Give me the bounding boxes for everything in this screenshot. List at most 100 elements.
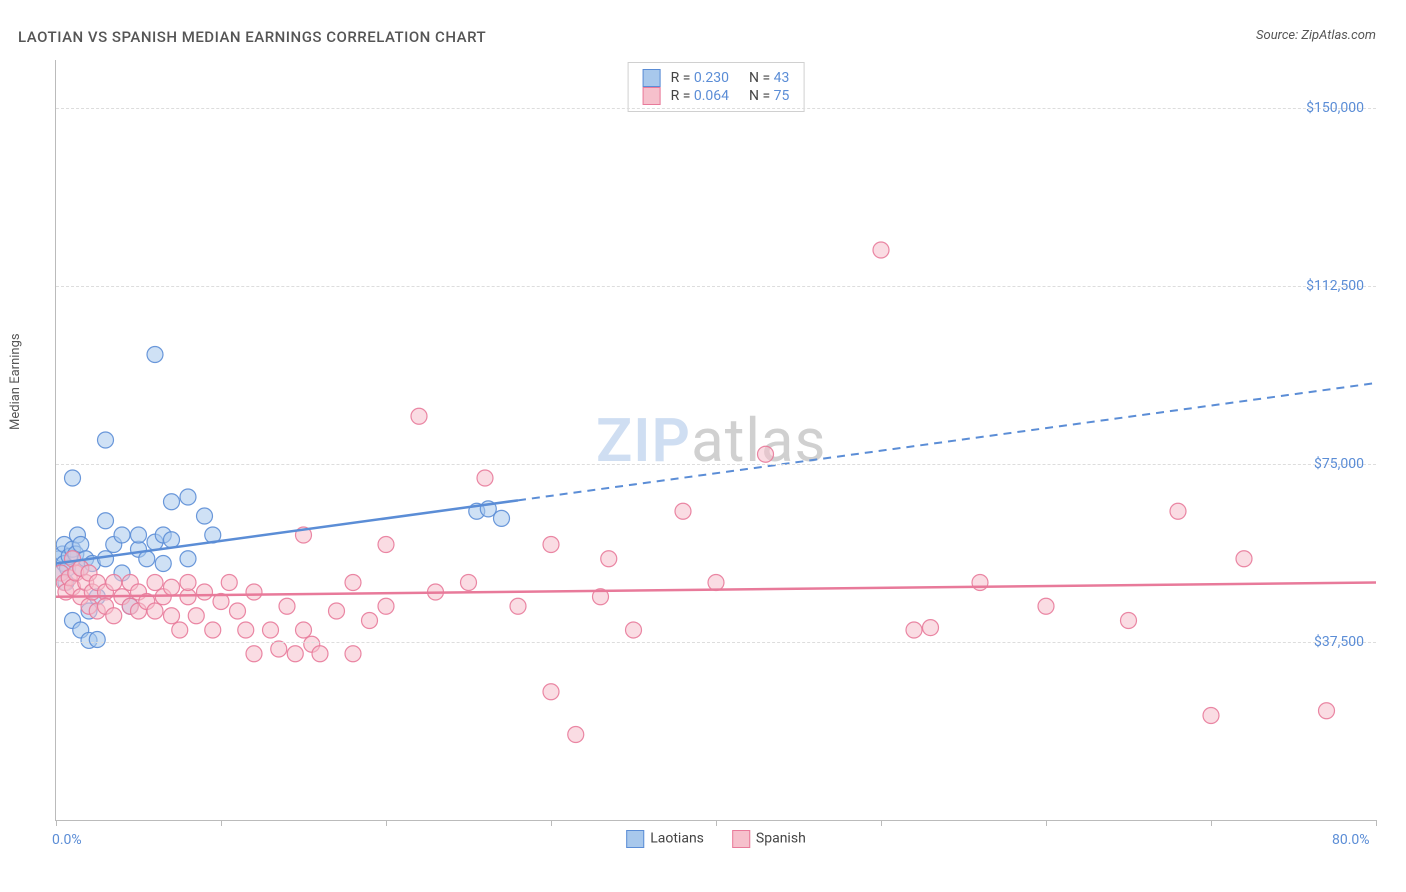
data-point xyxy=(164,532,180,548)
chart-title: LAOTIAN VS SPANISH MEDIAN EARNINGS CORRE… xyxy=(18,28,486,46)
data-point xyxy=(378,598,394,614)
data-point xyxy=(461,575,477,591)
data-point xyxy=(1236,551,1252,567)
data-point xyxy=(246,646,262,662)
data-point xyxy=(312,646,328,662)
data-point xyxy=(601,551,617,567)
series-legend: Laotians Spanish xyxy=(626,830,806,848)
legend-swatch xyxy=(643,87,661,105)
plot-svg xyxy=(56,60,1376,820)
data-point xyxy=(345,646,361,662)
data-point xyxy=(626,622,642,638)
data-point xyxy=(238,622,254,638)
x-tick xyxy=(221,820,222,826)
data-point xyxy=(345,575,361,591)
data-point xyxy=(205,622,221,638)
data-point xyxy=(543,537,559,553)
data-point xyxy=(510,598,526,614)
y-axis-label: Median Earnings xyxy=(8,333,23,430)
x-tick xyxy=(386,820,387,826)
legend-swatch xyxy=(732,830,750,848)
data-point xyxy=(197,508,213,524)
data-point xyxy=(708,575,724,591)
data-point xyxy=(164,579,180,595)
legend-item: Spanish xyxy=(732,830,806,848)
gridline xyxy=(56,464,1376,465)
gridline xyxy=(56,108,1376,109)
data-point xyxy=(271,641,287,657)
data-point xyxy=(296,622,312,638)
data-point xyxy=(279,598,295,614)
data-point xyxy=(230,603,246,619)
data-point xyxy=(147,347,163,363)
data-point xyxy=(1038,598,1054,614)
data-point xyxy=(378,537,394,553)
data-point xyxy=(411,408,427,424)
source-label: Source: ZipAtlas.com xyxy=(1256,28,1376,43)
data-point xyxy=(180,575,196,591)
data-point xyxy=(1170,503,1186,519)
legend-item: Laotians xyxy=(626,830,704,848)
legend-row: R = 0.230N = 43 xyxy=(643,69,790,87)
x-tick xyxy=(881,820,882,826)
data-point xyxy=(188,608,204,624)
legend-swatch xyxy=(626,830,644,848)
data-point xyxy=(114,527,130,543)
data-point xyxy=(906,622,922,638)
data-point xyxy=(155,556,171,572)
data-point xyxy=(147,575,163,591)
data-point xyxy=(65,470,81,486)
data-point xyxy=(477,470,493,486)
y-tick-label: $75,000 xyxy=(1314,456,1364,472)
data-point xyxy=(164,494,180,510)
x-tick xyxy=(56,820,57,826)
x-tick xyxy=(551,820,552,826)
data-point xyxy=(106,575,122,591)
x-tick xyxy=(1046,820,1047,826)
data-point xyxy=(164,608,180,624)
x-tick xyxy=(716,820,717,826)
data-point xyxy=(494,510,510,526)
scatter-plot: ZIPatlas R = 0.230N = 43R = 0.064N = 75 … xyxy=(55,60,1376,821)
data-point xyxy=(180,489,196,505)
x-tick-label: 0.0% xyxy=(52,832,82,848)
trend-line-dashed xyxy=(518,383,1376,500)
data-point xyxy=(180,551,196,567)
data-point xyxy=(139,551,155,567)
legend-swatch xyxy=(643,69,661,87)
x-tick xyxy=(1211,820,1212,826)
gridline xyxy=(56,642,1376,643)
y-tick-label: $112,500 xyxy=(1306,278,1364,294)
data-point xyxy=(362,613,378,629)
data-point xyxy=(263,622,279,638)
data-point xyxy=(758,446,774,462)
data-point xyxy=(180,589,196,605)
data-point xyxy=(1319,703,1335,719)
y-tick-label: $150,000 xyxy=(1306,100,1364,116)
data-point xyxy=(568,727,584,743)
data-point xyxy=(923,620,939,636)
data-point xyxy=(1121,613,1137,629)
data-point xyxy=(98,432,114,448)
legend-row: R = 0.064N = 75 xyxy=(643,87,790,105)
gridline xyxy=(56,286,1376,287)
data-point xyxy=(106,608,122,624)
data-point xyxy=(246,584,262,600)
data-point xyxy=(147,603,163,619)
data-point xyxy=(89,632,105,648)
data-point xyxy=(172,622,188,638)
data-point xyxy=(329,603,345,619)
data-point xyxy=(131,527,147,543)
data-point xyxy=(221,575,237,591)
data-point xyxy=(1203,708,1219,724)
correlation-legend: R = 0.230N = 43R = 0.064N = 75 xyxy=(628,62,805,112)
data-point xyxy=(972,575,988,591)
data-point xyxy=(543,684,559,700)
data-point xyxy=(73,537,89,553)
x-tick-label: 80.0% xyxy=(1332,832,1370,848)
data-point xyxy=(197,584,213,600)
data-point xyxy=(287,646,303,662)
data-point xyxy=(675,503,691,519)
y-tick-label: $37,500 xyxy=(1314,634,1364,650)
data-point xyxy=(98,513,114,529)
